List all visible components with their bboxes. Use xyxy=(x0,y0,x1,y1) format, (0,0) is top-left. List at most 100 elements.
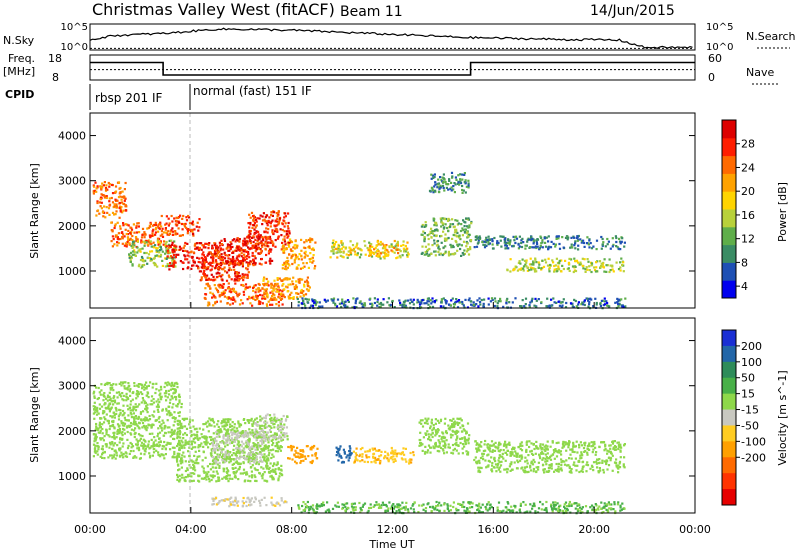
velocity-cell xyxy=(94,436,97,439)
velocity-cell xyxy=(279,449,282,452)
velocity-cell xyxy=(103,403,106,406)
velocity-cell xyxy=(115,412,118,415)
power-cell xyxy=(304,250,307,253)
velocity-cell xyxy=(202,467,205,470)
velocity-cell xyxy=(250,433,253,436)
velocity-cell xyxy=(136,424,139,427)
velocity-cell xyxy=(115,407,118,411)
power-cell xyxy=(445,186,448,189)
velocity-cell xyxy=(112,444,115,447)
velocity-cell xyxy=(126,386,129,390)
power-cell xyxy=(383,251,386,254)
velocity-cell xyxy=(210,436,213,439)
velocity-cell xyxy=(151,445,154,448)
power-cell xyxy=(154,233,157,236)
noise-right-tick-bottom: 10^0 xyxy=(706,42,733,53)
power-cell xyxy=(482,243,485,246)
velocity-cell xyxy=(98,407,102,410)
power-cell xyxy=(164,223,167,226)
power-cell xyxy=(149,250,152,253)
velocity-cell xyxy=(196,435,199,438)
velocity-cell xyxy=(260,429,263,432)
power-cell xyxy=(342,256,345,259)
power-cell xyxy=(249,241,252,245)
velocity-cell xyxy=(141,421,145,425)
velocity-cell xyxy=(244,479,247,482)
velocity-cell xyxy=(270,426,273,429)
power-cell xyxy=(555,237,558,240)
velocity-cell xyxy=(129,387,132,391)
velocity-cell xyxy=(120,381,123,384)
velocity-cell xyxy=(150,425,153,428)
velocity-cell xyxy=(260,438,263,441)
velocity-cell xyxy=(123,432,126,435)
velocity-cell xyxy=(295,462,298,465)
power-cell xyxy=(436,239,440,243)
power-cell xyxy=(237,274,240,278)
power-cell xyxy=(241,262,244,265)
power-cell xyxy=(511,245,514,248)
velocity-cell xyxy=(214,497,218,500)
power-cell xyxy=(511,301,514,304)
power-cell xyxy=(131,234,134,238)
power-cell xyxy=(152,241,155,244)
power-cell xyxy=(248,229,251,233)
power-cell xyxy=(305,239,308,242)
power-cell xyxy=(149,236,152,239)
power-cell xyxy=(440,298,443,301)
power-cell xyxy=(140,239,143,242)
power-cell xyxy=(197,229,200,232)
power-cell xyxy=(205,276,208,279)
power-cell xyxy=(202,263,205,267)
velocity-cell xyxy=(101,423,104,426)
velocity-cell xyxy=(102,399,105,402)
power-cell xyxy=(370,302,373,305)
power-cell xyxy=(309,260,312,263)
velocity-cell xyxy=(176,476,179,479)
power-cell xyxy=(238,277,241,280)
power-cell xyxy=(151,232,154,235)
power-cell xyxy=(579,263,583,266)
power-cell xyxy=(118,216,121,219)
power-cell xyxy=(245,244,248,247)
power-cell xyxy=(260,257,263,261)
power-cell xyxy=(173,259,176,262)
power-cell xyxy=(357,247,360,250)
power-cell xyxy=(550,298,553,301)
velocity-cell xyxy=(181,425,184,428)
power-cell xyxy=(238,292,241,295)
power-cell xyxy=(205,278,208,281)
velocity-cell xyxy=(269,418,272,421)
power-cell xyxy=(190,222,193,225)
power-cell xyxy=(284,265,287,268)
power-cell xyxy=(461,227,464,230)
velocity-cell xyxy=(103,435,106,438)
velocity-cell xyxy=(217,425,220,429)
velocity-cell xyxy=(225,470,228,473)
velocity-cell xyxy=(287,457,290,460)
power-cell xyxy=(473,246,476,249)
velocity-cell xyxy=(190,433,193,436)
velocity-cell xyxy=(240,435,243,438)
power-cell xyxy=(417,300,420,303)
velocity-cell xyxy=(129,403,132,406)
power-cell xyxy=(255,288,258,291)
velocity-cell xyxy=(162,434,166,437)
power-cell xyxy=(263,218,266,221)
velocity-cell xyxy=(162,454,165,457)
power-cell xyxy=(217,284,220,287)
power-cell xyxy=(111,245,114,248)
power-cell xyxy=(154,228,157,231)
power-cell xyxy=(439,176,442,179)
velocity-cell xyxy=(201,465,204,468)
power-cell xyxy=(482,302,485,305)
power-cell xyxy=(248,226,251,229)
power-cell xyxy=(393,251,396,254)
power-cell xyxy=(262,243,265,246)
power-cell xyxy=(146,243,149,246)
power-cell xyxy=(381,242,384,245)
power-cell xyxy=(253,284,256,287)
velocity-cell xyxy=(256,431,259,434)
velocity-cell xyxy=(267,457,270,460)
velocity-cell xyxy=(221,420,224,423)
